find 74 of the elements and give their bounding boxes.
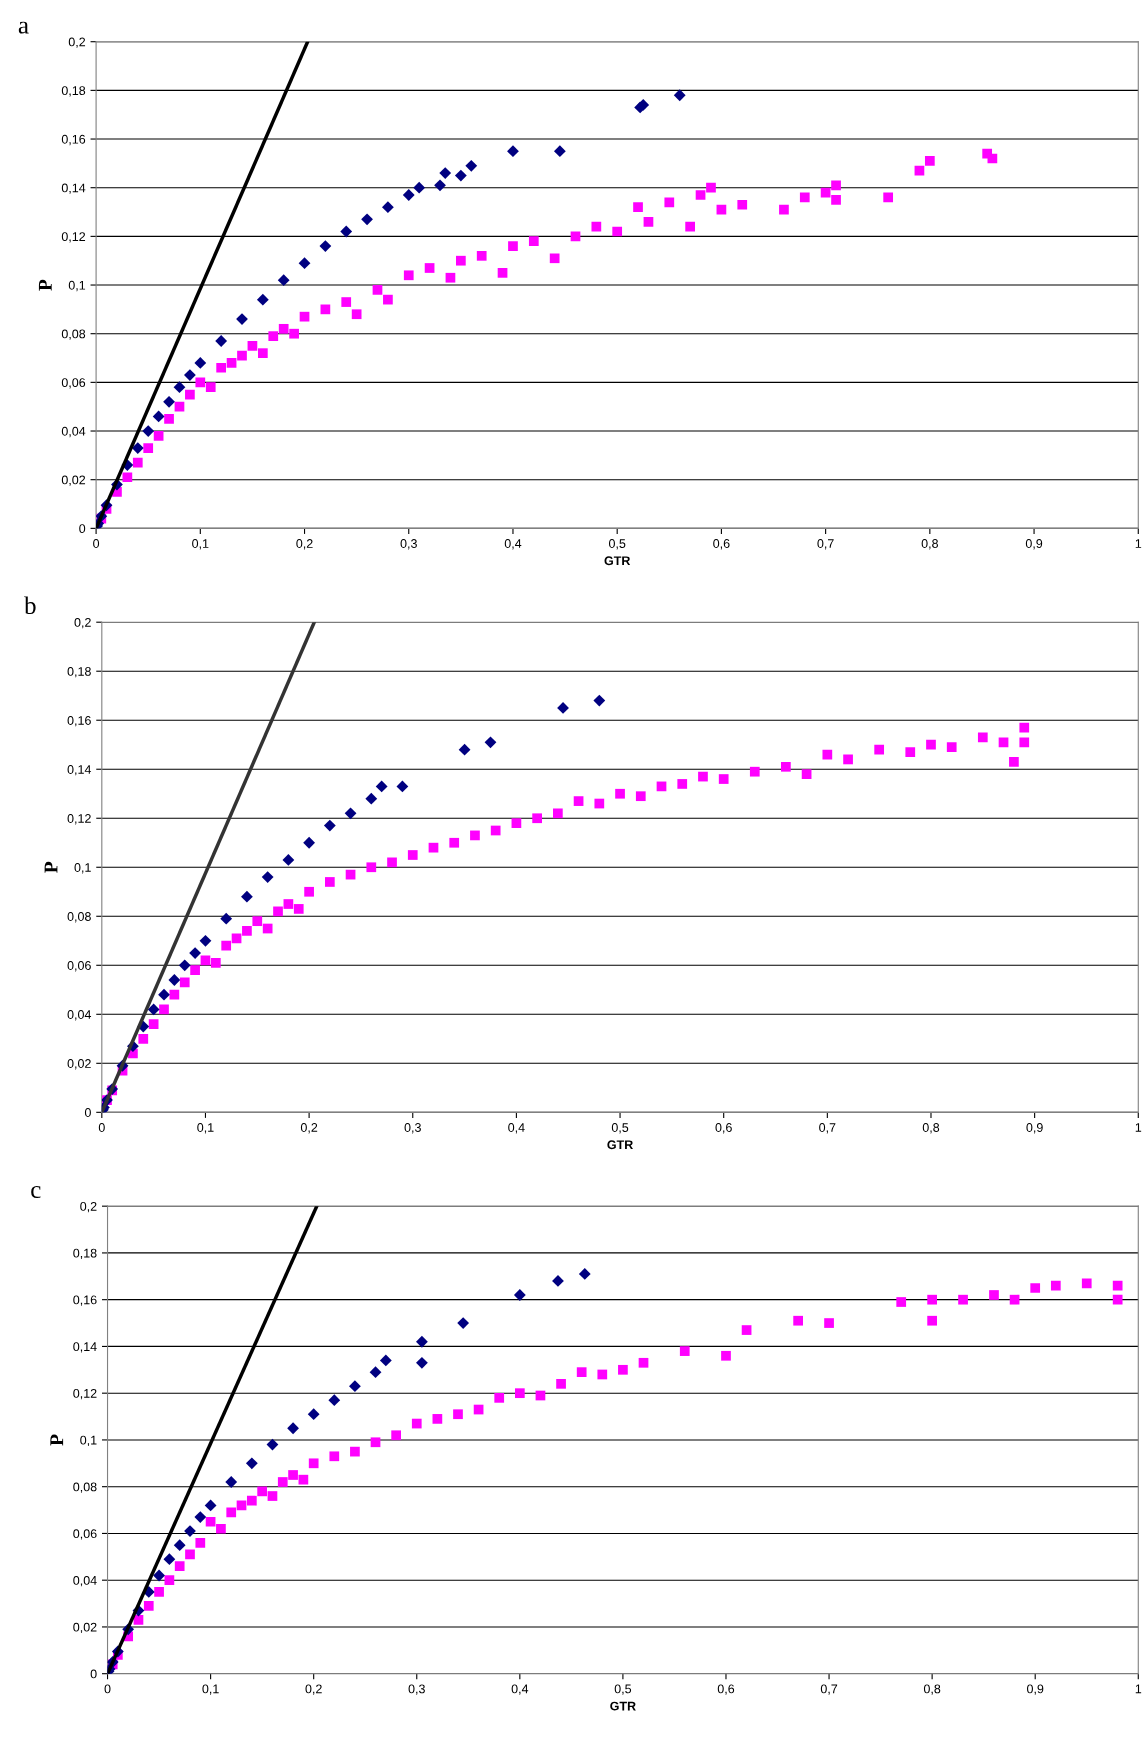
y-tick-label: 0,1 [74,863,91,874]
x-tick-label: 0,8 [922,1123,940,1134]
y-tick-label: 0 [79,524,86,533]
y-tick-label: 0,1 [68,280,86,292]
x-tick-label: 0,6 [717,1684,735,1695]
y-tick-label: 0,14 [73,1342,97,1353]
x-tick-label: 1 [1135,1684,1142,1694]
y-tick-label: 0,04 [67,1010,92,1021]
x-tick-label: 0,8 [923,1684,941,1695]
x-tick-label: 0,2 [296,539,313,550]
y-tick-label: 0,14 [61,183,86,194]
y-tick-label: 0,18 [73,1248,97,1260]
x-tick-label: 0,4 [511,1684,529,1695]
x-tick-label: 0,7 [819,1123,836,1134]
y-tick-label: 0,14 [67,765,92,776]
x-tick-label: 0,5 [614,1684,632,1695]
x-tick-label: 1 [1135,539,1142,548]
y-tick-label: 0,16 [61,134,86,146]
x-tick-label: 0,9 [1027,1684,1044,1695]
y-tick-label: 0 [84,1108,91,1117]
x-tick-label: 0,5 [608,539,626,550]
y-tick-label: 0,2 [80,1201,97,1213]
y-tick-label: 0,12 [67,814,91,825]
x-tick-label: 0,1 [192,539,209,550]
y-tick-label: 0,1 [80,1435,97,1447]
x-tick-label: 0,7 [817,539,834,550]
x-tick-label: 0,2 [300,1123,318,1134]
y-tick-label: 0,2 [68,37,86,48]
y-tick-label: 0,08 [61,329,86,340]
y-tick-label: 0,16 [73,1295,97,1306]
y-axis-title: P [44,861,58,873]
y-axis-title: P [50,1434,64,1446]
x-axis-title: GTR [610,1701,636,1711]
y-tick-label: 0,16 [67,716,91,727]
y-tick-label: 0,04 [73,1575,97,1587]
chart-title: b [24,596,36,615]
y-tick-label: 0,02 [73,1622,97,1634]
y-tick-label: 0,12 [61,232,86,243]
y-tick-label: 0,06 [73,1529,97,1540]
y-tick-label: 0,06 [67,961,91,972]
x-tick-label: 0 [104,1684,111,1694]
y-tick-label: 0,02 [67,1059,91,1070]
y-tick-label: 0,18 [67,667,91,678]
x-tick-label: 0,9 [1026,1123,1043,1134]
y-tick-label: 0,02 [61,475,86,486]
y-tick-label: 0,06 [61,378,86,389]
y-tick-label: 0 [90,1669,97,1679]
y-tick-label: 0,12 [73,1388,97,1400]
y-axis-title: P [38,279,52,291]
y-tick-label: 0,04 [61,426,86,438]
x-tick-label: 0,5 [611,1123,629,1134]
y-tick-label: 0,08 [73,1482,97,1493]
y-tick-label: 0,18 [61,86,86,97]
x-tick-label: 0,4 [508,1123,525,1134]
x-tick-label: 1 [1135,1123,1142,1132]
x-tick-label: 0,8 [921,539,938,550]
x-tick-label: 0,9 [1025,539,1043,550]
x-tick-label: 0,3 [404,1123,421,1134]
x-tick-label: 0,7 [820,1684,838,1695]
x-tick-label: 0,2 [305,1684,322,1695]
x-axis-title: GTR [607,1140,633,1150]
x-tick-label: 0,3 [408,1684,425,1695]
x-tick-label: 0 [98,1123,105,1132]
chart-title: a [18,21,29,34]
x-axis-title: GTR [604,556,631,566]
x-tick-label: 0,6 [713,539,730,550]
x-tick-label: 0,1 [202,1684,219,1695]
y-tick-label: 0,2 [74,618,91,629]
x-tick-label: 0,3 [400,539,417,550]
x-tick-label: 0,6 [715,1123,732,1134]
x-tick-label: 0,4 [504,539,522,550]
chart-title: c [31,1186,41,1199]
y-tick-label: 0,08 [67,912,91,923]
x-tick-label: 0,1 [197,1123,214,1134]
